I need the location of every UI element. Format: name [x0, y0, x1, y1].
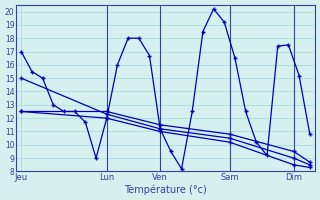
X-axis label: Température (°c): Température (°c) — [124, 185, 207, 195]
